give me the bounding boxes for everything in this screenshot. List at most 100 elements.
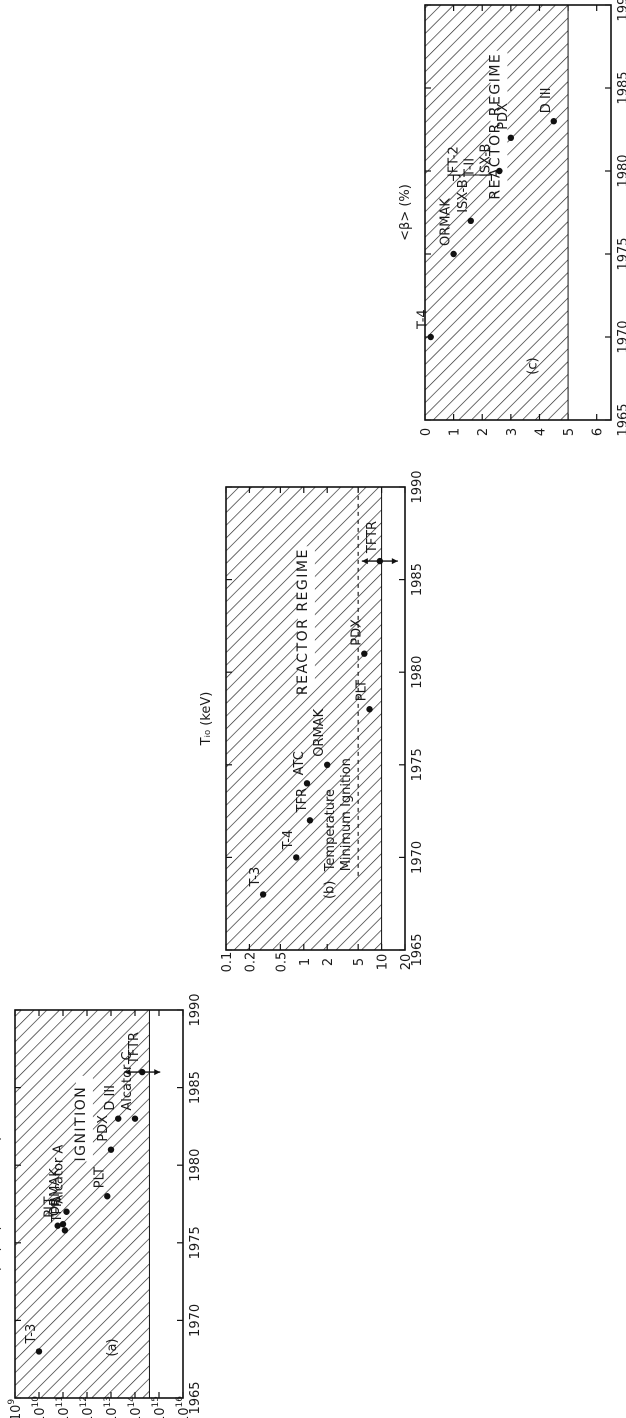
data-point-isx-b — [496, 167, 503, 175]
x-tick-label: 1975 — [410, 748, 425, 781]
y-tick-label: 5 — [562, 428, 577, 436]
x-tick-label: 1985 — [188, 1071, 203, 1104]
y-tick-label: 1 — [448, 428, 463, 436]
point-label-alcator-c: Alcator C — [120, 1051, 135, 1110]
reference-line-label: Temperature — [323, 789, 338, 872]
y-tick-label: 10 — [376, 954, 391, 971]
point-label-alcator-a: Alcator A — [52, 1145, 67, 1204]
data-point-t-3 — [35, 1348, 43, 1355]
y-tick-label: 109 — [7, 1399, 24, 1418]
point-label-t-ii: T-II — [462, 158, 477, 178]
x-tick-label: 1965 — [410, 933, 425, 966]
point-label-plt: PLT — [355, 680, 370, 701]
y-tick-label: 1014 — [127, 1396, 144, 1418]
x-tick-label: 1990 — [410, 470, 425, 503]
data-point-tfr — [306, 817, 314, 824]
point-label-atc: ATC — [292, 751, 307, 775]
point-label-pdx: PDX — [96, 1115, 111, 1142]
x-tick-label: 1970 — [410, 841, 425, 874]
data-point-pdx — [361, 650, 368, 657]
point-label-ormak: ORMAK — [48, 1168, 63, 1216]
region-label: IGNITION — [73, 1086, 89, 1162]
point-label-tfr: TFR — [50, 1198, 65, 1223]
y-tick-label: 1 — [298, 958, 313, 966]
point-label-d-iii: D III — [103, 1085, 118, 1111]
x-tick-label: 1980 — [616, 154, 626, 187]
y-tick-label: 0.5 — [274, 952, 289, 973]
y-tick-label: 0.1 — [220, 952, 235, 973]
panel-label: (a) — [105, 1338, 120, 1356]
group-brace — [452, 174, 492, 181]
y-tick-label: 20 — [399, 954, 414, 971]
point-label-ormak: ORMAK — [312, 708, 327, 756]
x-tick-label: 1990 — [616, 0, 626, 22]
point-label-isx-b: ISX-B — [456, 179, 471, 213]
point-label-plt: PLT — [43, 1196, 58, 1217]
x-tick-label: 1985 — [616, 71, 626, 104]
data-point-ormak — [450, 250, 457, 258]
reference-line-label: Minimum Ignition — [339, 758, 354, 871]
region-label: REACTOR REGIME — [487, 53, 503, 200]
data-point-ormak — [59, 1220, 67, 1228]
data-point-t-3 — [259, 891, 267, 898]
y-tick-label: 1012 — [79, 1396, 96, 1418]
region-label-background — [490, 50, 508, 192]
y-tick-label: 1013 — [103, 1396, 120, 1418]
x-tick-label: 1980 — [410, 656, 425, 689]
data-point-plt — [104, 1193, 111, 1200]
y-axis-title: (nτ)Tᵢ (cm⁻³ sec keV) — [0, 1136, 3, 1273]
data-point-atc — [303, 780, 311, 787]
data-point-pdx — [507, 134, 515, 141]
x-tick-label: 1975 — [616, 237, 626, 270]
x-tick-label: 1970 — [616, 320, 626, 353]
point-label-tftr: TFTR — [127, 1032, 142, 1065]
data-point-t-4 — [293, 854, 300, 861]
region-label-background — [297, 546, 315, 688]
point-label-t-4: T-4 — [281, 830, 296, 851]
plot-frame — [225, 486, 406, 951]
y-tick-label: 2 — [476, 428, 491, 436]
point-label-t-3: T-3 — [248, 867, 263, 888]
chart-panel-b: REACTOR REGIME 1965 1970 1975 1980 1985 1990 0.… — [199, 470, 425, 972]
y-tick-label: 4 — [533, 428, 548, 436]
point-label-plt: PLT — [92, 1167, 107, 1188]
panel-label: (c) — [526, 357, 541, 374]
y-tick-label: 3 — [505, 428, 520, 436]
chart-panel-a: IGNITION 1965 1970 1975 1980 1985 1990 109 1010 1… — [0, 993, 203, 1418]
arrow-head — [154, 1069, 161, 1076]
y-tick-label: 1010 — [31, 1396, 48, 1418]
x-tick-label: 1970 — [188, 1304, 203, 1337]
point-label-d-iii: D III — [539, 88, 554, 114]
x-tick-label: 1980 — [188, 1149, 203, 1182]
point-label-tfr: TFR — [295, 788, 310, 813]
data-point-d-iii — [550, 118, 557, 125]
panel-label: (b) — [322, 881, 337, 899]
y-axis-title: Tᵢ₀ (keV) — [199, 692, 214, 747]
y-tick-label: 0.2 — [243, 952, 258, 973]
x-tick-label: 1985 — [410, 563, 425, 596]
data-point-ormak — [324, 761, 331, 768]
data-point-d-iii — [115, 1115, 122, 1122]
y-tick-label: 2 — [321, 958, 336, 966]
chart-panel-c: REACTOR REGIME 1965 1970 1975 1980 1985 1990 0 1… — [398, 0, 626, 437]
data-point-pdx — [107, 1146, 115, 1153]
y-tick-label: 0 — [419, 428, 434, 436]
point-label-t-3: T-3 — [24, 1324, 39, 1345]
x-tick-label: 1975 — [188, 1226, 203, 1259]
point-label-isx-b: ISX-B — [478, 143, 493, 177]
y-axis-title: <β> (%) — [398, 184, 413, 241]
y-tick-label: 1015 — [151, 1396, 168, 1418]
point-label-t-4: T-4 — [416, 309, 431, 330]
arrow-head — [391, 558, 398, 565]
data-point-plt — [54, 1222, 61, 1229]
point-label-pdx: PDX — [496, 103, 511, 130]
data-point-t-4 — [427, 333, 434, 341]
hatched-region — [15, 1010, 150, 1398]
data-point-tfr — [61, 1227, 69, 1234]
arrow-head — [361, 558, 368, 565]
region-label-background — [75, 1075, 93, 1162]
y-tick-label: 5 — [352, 958, 367, 966]
arrow-head — [124, 1069, 131, 1076]
plot-frame — [14, 1009, 184, 1399]
